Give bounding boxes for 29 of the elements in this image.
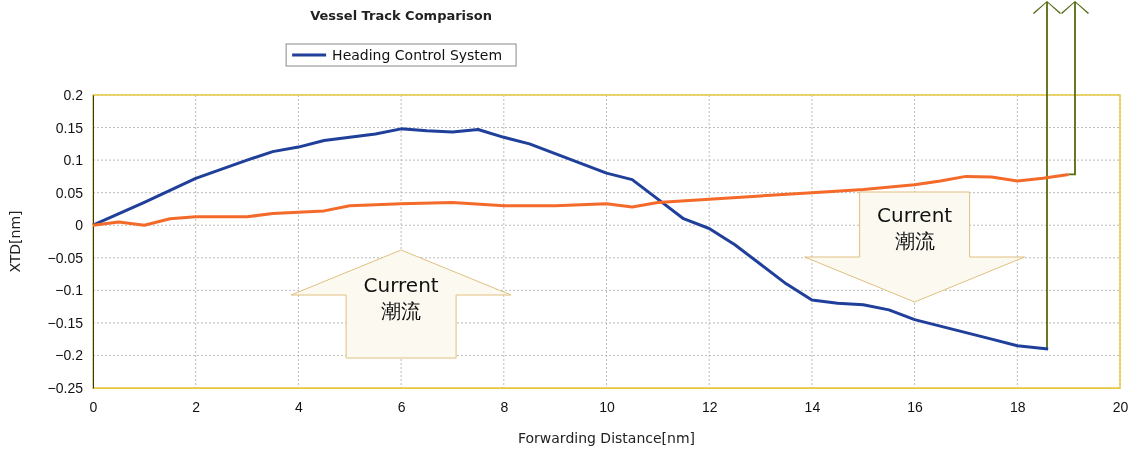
chart-title: Vessel Track Comparison [310,8,493,23]
x-tick-label: 4 [295,398,303,415]
y-tick-label: 0.2 [63,86,84,103]
x-tick-label: 16 [907,398,924,415]
x-tick-label: 12 [701,398,718,415]
y-axis-title: XTD[nm] [7,210,23,273]
y-tick-label: −0.1 [55,282,84,299]
annotation: Current 潮流 [363,273,439,323]
x-tick-label: 2 [192,398,201,415]
x-tick-label: 10 [599,398,615,415]
y-tick-label: −0.15 [47,314,84,331]
annotation: Current 潮流 [877,203,953,253]
line-series [91,127,1050,351]
y-tick-label: −0.2 [55,347,84,364]
x-tick-label: 20 [1112,398,1129,415]
x-axis-title: Forwarding Distance[nm] [517,430,696,446]
y-tick-label: −0.25 [47,379,84,396]
x-tick-label: 8 [500,398,509,415]
y-tick-label: −0.05 [47,249,84,266]
legend-label: Heading Control System [332,47,503,63]
y-tick-label: 0.1 [63,152,84,169]
x-tick-label: 18 [1010,398,1026,415]
x-tick-label: 0 [89,398,98,415]
y-tick-label: 0.05 [55,184,84,201]
x-tick-label: 14 [804,398,821,415]
x-tick-label: 6 [397,398,406,415]
y-tick-label: 0.15 [55,119,84,136]
y-tick-label: 0 [75,217,84,234]
line-series [91,172,1071,227]
